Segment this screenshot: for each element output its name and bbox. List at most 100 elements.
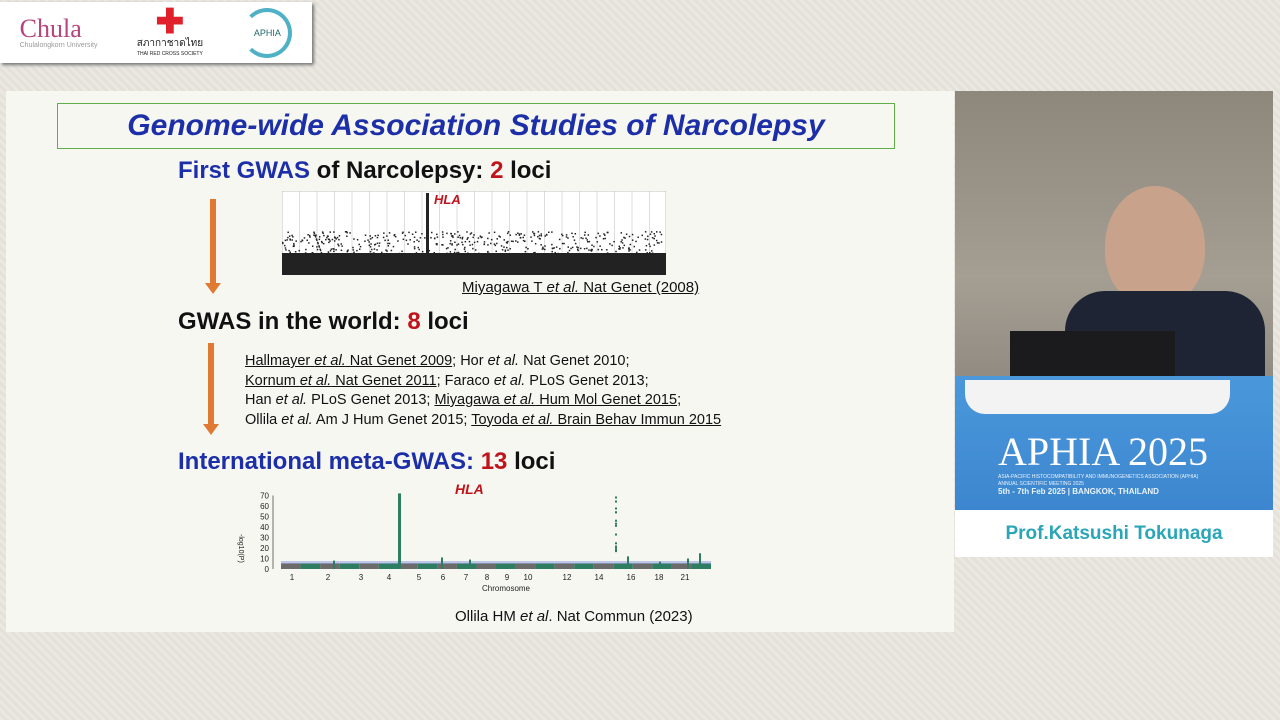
reference-text: PLoS Genet 2013;	[525, 372, 649, 389]
snp-point	[621, 242, 624, 244]
snp-point	[551, 231, 553, 233]
snp-point	[563, 242, 565, 245]
snp-point	[457, 231, 459, 233]
reference-link[interactable]: Miyagawa	[434, 392, 504, 408]
snp-point	[483, 243, 486, 245]
snp-point	[419, 237, 422, 239]
reference-link[interactable]: et al.	[503, 392, 536, 408]
snp-point	[544, 245, 546, 247]
snp-point	[337, 243, 339, 246]
snp-point	[394, 235, 397, 238]
snp-point	[572, 236, 574, 238]
reference-link[interactable]: Hallmayer	[245, 353, 315, 369]
h-part: First GWAS	[178, 157, 311, 184]
reference-link[interactable]: et al.	[522, 411, 554, 428]
tra-point	[615, 546, 617, 549]
manhattan-plot-2008	[282, 191, 666, 275]
snp-point	[369, 246, 372, 248]
snp-point	[327, 251, 330, 253]
snp-point	[374, 234, 377, 237]
snp-point	[301, 239, 303, 241]
citation-2023: Ollila HM et al. Nat Commun (2023)	[455, 608, 693, 625]
reference-link[interactable]: et al.	[314, 353, 346, 369]
snp-point	[295, 240, 297, 242]
reference-link[interactable]: Nat Genet 2011	[331, 372, 437, 389]
snp-point	[557, 252, 560, 255]
snp-point	[314, 234, 316, 237]
snp-point	[367, 239, 369, 241]
snp-point	[621, 239, 623, 241]
snp-point	[416, 239, 418, 241]
snp-point	[603, 254, 605, 257]
snp-point	[487, 237, 489, 240]
snp-point	[562, 253, 564, 255]
snp-point	[398, 252, 401, 255]
snp-point	[404, 234, 407, 237]
snp-point	[650, 231, 653, 233]
snp-point	[473, 234, 475, 236]
snp-point	[619, 248, 621, 250]
snp-point	[332, 248, 334, 250]
reference-link[interactable]: Kornum	[245, 372, 300, 389]
snp-point	[346, 250, 349, 253]
chromosome-band	[613, 563, 633, 569]
snp-point	[468, 240, 471, 243]
snp-point	[488, 232, 490, 234]
reference-link[interactable]: et al.	[299, 372, 332, 389]
h-part: loci	[503, 157, 552, 184]
snp-point	[619, 246, 621, 249]
snp-point	[542, 246, 544, 249]
snp-point	[335, 249, 337, 251]
snp-point	[413, 236, 416, 239]
snp-point	[649, 251, 651, 254]
snp-point	[381, 251, 383, 254]
snp-point	[313, 231, 315, 234]
snp-point	[373, 252, 375, 254]
snp-point	[352, 249, 355, 251]
snp-point	[333, 240, 336, 242]
snp-point	[315, 238, 318, 240]
locus-peak	[687, 558, 689, 569]
snp-point	[288, 249, 290, 252]
snp-point	[527, 248, 529, 250]
h-part: loci	[420, 308, 469, 335]
snp-point	[656, 242, 659, 244]
snp-point	[649, 245, 651, 248]
snp-point	[466, 238, 468, 240]
snp-point	[653, 232, 655, 235]
snp-point	[340, 249, 343, 252]
x-tick-label: 21	[681, 573, 690, 582]
snp-point	[316, 248, 319, 251]
tra-point	[615, 496, 617, 499]
snp-point	[411, 253, 413, 255]
snp-point	[387, 239, 389, 241]
reference-line: Han et al. PLoS Genet 2013; Miyagawa et …	[245, 391, 721, 411]
reference-link[interactable]: Toyoda	[471, 411, 523, 428]
reference-link[interactable]: Nat Genet 2009	[345, 353, 453, 369]
snp-point	[459, 237, 462, 239]
snp-point	[503, 239, 506, 241]
snp-point	[321, 253, 323, 255]
snp-point	[316, 246, 318, 248]
reference-text: et al.	[493, 372, 526, 389]
podium-banner: APHIA 2025 ASIA-PACIFIC HISTOCOMPATIBILI…	[955, 376, 1273, 511]
snp-point	[585, 237, 587, 240]
snp-point	[588, 240, 591, 243]
reference-link[interactable]: Hum Mol Genet 2015	[535, 392, 678, 408]
snp-point	[418, 248, 421, 251]
snp-point	[609, 254, 612, 256]
snp-point	[442, 233, 444, 236]
h-part: GWAS in the world:	[178, 308, 408, 335]
chula-sub: Chulalongkorn University	[19, 42, 98, 49]
snp-point	[574, 233, 577, 235]
y-tick-label: 20	[260, 544, 269, 553]
snp-point	[451, 235, 454, 237]
snp-point	[576, 246, 578, 248]
snp-point	[453, 251, 456, 254]
reference-link[interactable]: Brain Behav Immun 2015	[553, 411, 722, 428]
x-tick-label: 1	[290, 573, 295, 582]
snp-point	[551, 250, 553, 253]
speaker-name: Prof.Katsushi Tokunaga	[955, 510, 1273, 557]
snp-point	[461, 236, 464, 239]
